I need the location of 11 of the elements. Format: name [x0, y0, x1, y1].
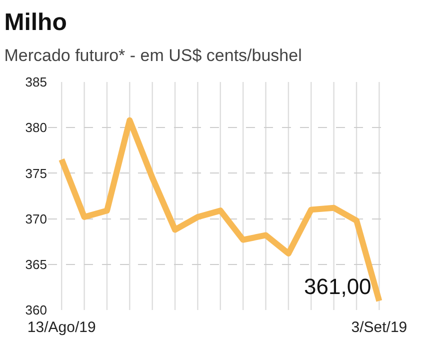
y-tick-label: 365 — [25, 256, 47, 272]
y-tick-label: 375 — [25, 166, 47, 181]
y-tick-label: 385 — [25, 74, 47, 90]
chart-title: Milho — [4, 8, 67, 36]
y-tick-label: 360 — [25, 302, 47, 318]
y-tick-label: 380 — [25, 120, 47, 136]
annotation: 361,00 — [304, 274, 372, 299]
x-tick-label: 13/Ago/19 — [27, 319, 96, 336]
y-tick-label: 370 — [25, 211, 47, 226]
chart-subtitle: Mercado futuro* - em US$ cents/bushel — [4, 46, 302, 65]
x-tick-label: 3/Set/19 — [351, 319, 408, 336]
